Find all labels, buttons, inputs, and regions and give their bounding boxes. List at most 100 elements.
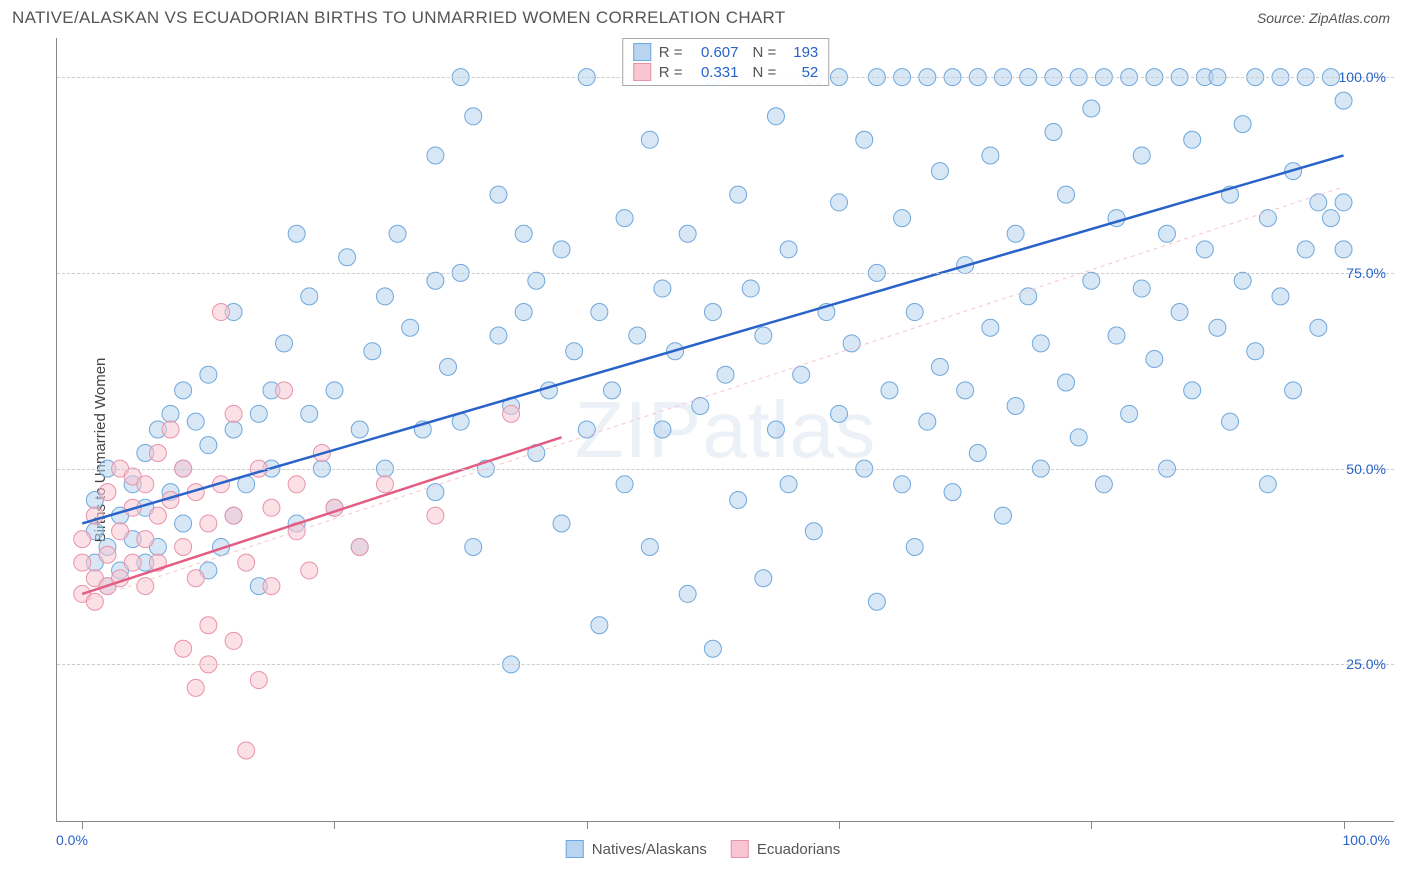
legend-label: Natives/Alaskans [592,841,707,858]
stat-label: N = [753,64,777,81]
data-point [490,327,507,344]
data-point [137,476,154,493]
data-point [894,476,911,493]
data-point [99,484,116,501]
stats-row: R =0.607N =193 [633,43,819,61]
data-point [982,319,999,336]
scatter-plot: ZIPatlas 25.0%50.0%75.0%100.0%R =0.607N … [56,38,1394,822]
data-point [1095,476,1112,493]
data-point [1247,343,1264,360]
data-point [288,225,305,242]
data-point [1083,100,1100,117]
x-tick [587,821,588,829]
data-point [528,272,545,289]
data-point [1272,288,1289,305]
data-point [389,225,406,242]
data-point [175,640,192,657]
data-point [427,272,444,289]
data-point [351,538,368,555]
data-point [187,413,204,430]
data-point [641,131,658,148]
data-point [755,570,772,587]
data-point [553,515,570,532]
data-point [490,186,507,203]
stat-value: 0.331 [691,64,739,81]
gridline [57,664,1394,665]
data-point [793,366,810,383]
y-tick-label: 75.0% [1346,265,1386,281]
source-label: Source: [1257,10,1309,26]
data-point [1234,272,1251,289]
y-tick-label: 100.0% [1339,69,1386,85]
data-point [326,382,343,399]
data-point [931,163,948,180]
data-point [679,225,696,242]
data-point [200,515,217,532]
gridline [57,273,1394,274]
data-point [175,538,192,555]
data-point [200,617,217,634]
data-point [944,484,961,501]
data-point [730,491,747,508]
stat-value: 52 [784,64,818,81]
chart-container: Births to Unmarried Women ZIPatlas 25.0%… [12,38,1394,862]
x-tick [839,821,840,829]
data-point [1259,476,1276,493]
data-point [805,523,822,540]
data-point [515,304,532,321]
data-point [1209,319,1226,336]
data-point [427,507,444,524]
data-point [969,444,986,461]
data-point [187,570,204,587]
stat-value: 0.607 [691,44,739,61]
data-point [1045,123,1062,140]
data-point [591,617,608,634]
data-point [1297,241,1314,258]
data-point [843,335,860,352]
data-point [831,194,848,211]
data-point [1007,398,1024,415]
data-point [1234,116,1251,133]
data-point [276,335,293,352]
data-point [629,327,646,344]
data-point [553,241,570,258]
data-point [276,382,293,399]
source-value: ZipAtlas.com [1309,10,1390,26]
data-point [465,108,482,125]
data-point [994,507,1011,524]
data-point [641,538,658,555]
data-point [1032,335,1049,352]
data-point [112,523,129,540]
data-point [1146,351,1163,368]
legend-label: Ecuadorians [757,841,840,858]
data-point [440,358,457,375]
x-tick [82,821,83,829]
x-tick-label: 0.0% [56,832,88,848]
data-point [351,421,368,438]
data-point [465,538,482,555]
legend-swatch [566,840,584,858]
data-point [162,421,179,438]
data-point [780,241,797,258]
data-point [780,476,797,493]
source-attribution: Source: ZipAtlas.com [1257,10,1390,26]
data-point [767,108,784,125]
data-point [250,672,267,689]
data-point [175,515,192,532]
data-point [654,421,671,438]
data-point [730,186,747,203]
data-point [654,280,671,297]
data-point [566,343,583,360]
data-point [225,507,242,524]
data-point [717,366,734,383]
data-point [263,578,280,595]
data-point [1158,225,1175,242]
data-point [263,499,280,516]
data-point [679,585,696,602]
data-point [1335,92,1352,109]
data-point [74,531,91,548]
data-point [99,546,116,563]
data-point [1070,429,1087,446]
data-point [1133,147,1150,164]
data-point [225,632,242,649]
